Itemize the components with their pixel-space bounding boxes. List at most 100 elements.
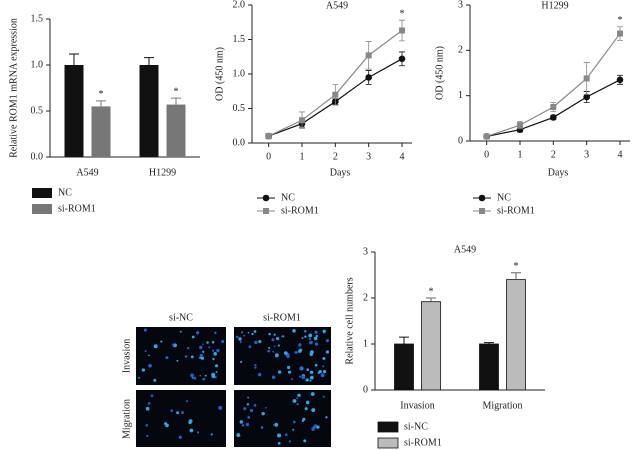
cell [145, 424, 148, 427]
cell [268, 346, 271, 349]
cell [204, 374, 207, 377]
x-tick-label: 4 [618, 149, 623, 160]
cell [294, 350, 298, 354]
cell [184, 355, 188, 358]
marker [550, 114, 557, 121]
cell [298, 343, 302, 347]
cell [268, 332, 271, 336]
cell [299, 375, 302, 378]
legend-swatch [377, 421, 399, 433]
cell [299, 366, 303, 370]
y-tick-label: 3 [458, 0, 463, 10]
micrograph [136, 327, 226, 385]
cell [189, 428, 194, 433]
micrograph-column-label: si-ROM1 [263, 312, 301, 323]
y-axis-label: Relative ROM1 mRNA expression [8, 18, 19, 158]
cell [238, 337, 242, 341]
cell [274, 353, 279, 358]
annotation: * [429, 286, 434, 297]
micrograph-row-label: Invasion [121, 339, 132, 373]
cell [248, 345, 252, 349]
y-axis-label: OD (450 nm) [214, 47, 225, 101]
x-tick-label: Invasion [400, 400, 434, 411]
cell [190, 355, 194, 359]
cell [309, 375, 314, 380]
cell [243, 334, 246, 337]
cell [297, 393, 301, 397]
x-tick-label: 2 [551, 149, 556, 160]
y-tick-label: 1 [363, 338, 368, 349]
cell [304, 330, 307, 333]
cell [165, 356, 169, 360]
cell [211, 340, 215, 344]
cell [322, 370, 327, 374]
legend-label: si-ROM1 [497, 205, 535, 216]
cell [274, 422, 279, 427]
y-axis-label: Relative cell numbers [344, 277, 355, 364]
cell [150, 394, 154, 398]
legend-label: NC [497, 192, 511, 203]
x-tick-label: A549 [76, 167, 98, 178]
cell [211, 372, 216, 377]
legend-marker [263, 208, 269, 214]
cell [271, 338, 275, 342]
y-tick-label: 1.0 [233, 68, 246, 79]
x-tick-label: 1 [300, 151, 305, 162]
cell [272, 424, 275, 426]
cell [309, 370, 314, 374]
error-bar [484, 342, 494, 344]
cell [320, 373, 325, 378]
cell [288, 370, 292, 374]
legend-label: NC [58, 187, 72, 198]
bar [506, 279, 526, 391]
cell [148, 354, 150, 357]
cell [170, 409, 173, 412]
y-tick-label: 0 [458, 135, 463, 146]
cell [304, 407, 308, 411]
cell [212, 357, 215, 361]
cell [216, 348, 220, 353]
legend-label: si-ROM1 [58, 203, 96, 214]
annotation: * [400, 8, 405, 19]
cell [316, 425, 320, 429]
legend-label: si-ROM1 [281, 205, 319, 216]
cell [284, 433, 288, 437]
cell [221, 339, 225, 343]
cell [247, 396, 249, 399]
marker [365, 74, 372, 81]
error-bar [511, 272, 521, 280]
bar [479, 343, 499, 391]
bar [91, 106, 111, 157]
y-tick-label: 1.0 [31, 59, 44, 70]
cell [188, 420, 192, 425]
cell [153, 378, 157, 382]
micrograph-row-label: Migration [121, 399, 132, 439]
cell [314, 342, 319, 346]
x-axis-label: Days [330, 167, 351, 178]
cell [314, 363, 318, 367]
marker [617, 30, 623, 37]
cell [202, 343, 204, 346]
legend-swatch [32, 188, 52, 198]
cell [287, 365, 291, 370]
cell [273, 345, 276, 348]
error-bar [96, 100, 106, 107]
cell [301, 375, 305, 380]
cell [313, 336, 318, 341]
marker [399, 27, 405, 34]
cell [314, 330, 318, 335]
cell [254, 364, 257, 367]
legend-marker [478, 194, 486, 202]
cell [311, 427, 315, 431]
cell [308, 333, 313, 338]
cell [291, 378, 294, 381]
marker [365, 52, 372, 59]
error-bar [171, 97, 181, 105]
cell [305, 378, 309, 382]
cell [218, 405, 223, 410]
marker [265, 133, 272, 140]
cell [148, 363, 152, 368]
cell [310, 392, 315, 396]
cell [257, 372, 262, 377]
cell [215, 371, 218, 373]
